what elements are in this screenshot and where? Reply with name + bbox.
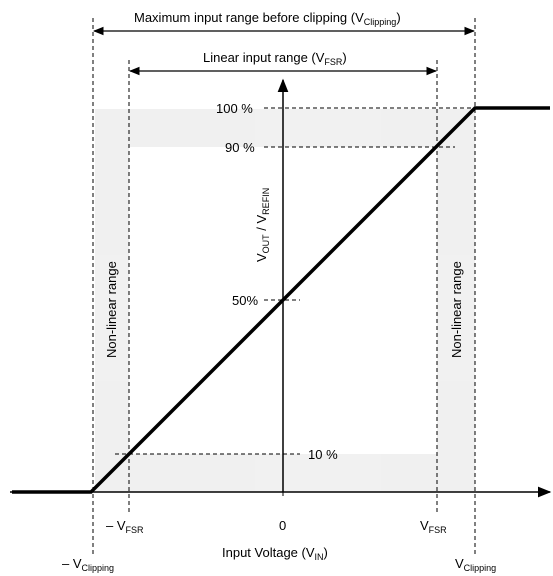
nonlinear-range-label-right: Non-linear range xyxy=(449,261,464,358)
nonlinear-range-label-left: Non-linear range xyxy=(104,261,119,358)
x-tick-neg-fsr: – VFSR xyxy=(106,518,144,535)
nonlinear-shading xyxy=(95,109,475,492)
x-tick-zero: 0 xyxy=(279,518,287,533)
shade-top-band xyxy=(95,109,475,147)
boundary-lines xyxy=(92,18,476,555)
x-tick-pos-clipping: VClipping xyxy=(455,556,497,573)
transfer-curve xyxy=(12,106,550,494)
clipping-range-label: Maximum input range before clipping (VCl… xyxy=(134,10,401,27)
shade-right-band xyxy=(437,109,475,492)
x-tick-pos-fsr: VFSR xyxy=(420,518,447,535)
y-tick-50: 50% xyxy=(232,293,259,308)
shade-bottom-band xyxy=(95,454,475,492)
y-axis-title: VOUT / VREFIN xyxy=(254,187,271,262)
shade-left-band xyxy=(95,109,129,492)
x-tick-neg-clipping: – VClipping xyxy=(62,556,115,573)
y-tick-100: 100 % xyxy=(216,101,253,116)
y-tick-10: 10 % xyxy=(308,447,338,462)
x-axis-title: Input Voltage (VIN) xyxy=(222,545,328,562)
linear-range-label: Linear input range (VFSR) xyxy=(203,50,347,67)
y-tick-90: 90 % xyxy=(225,140,255,155)
